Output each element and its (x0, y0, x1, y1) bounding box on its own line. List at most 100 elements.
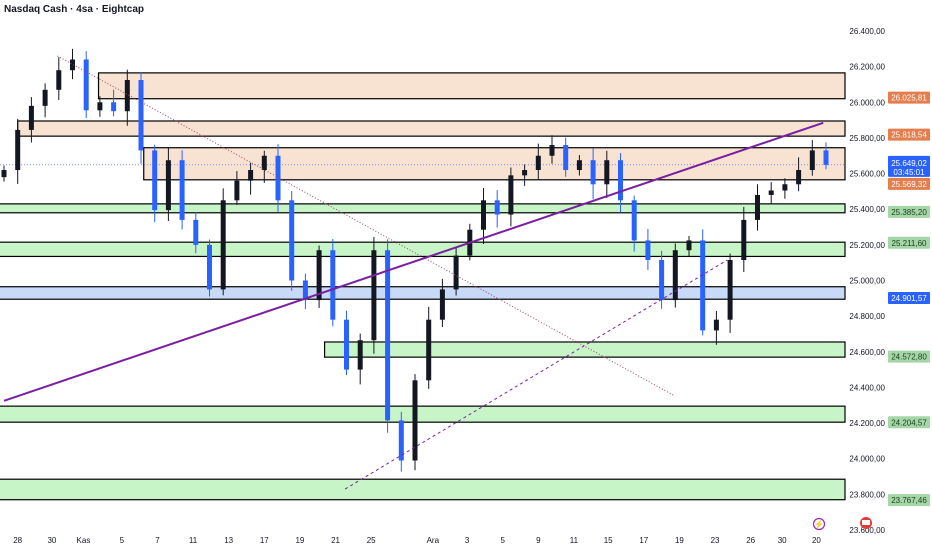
x-tick-label: Ara (427, 536, 440, 545)
x-tick-label: 23 (711, 536, 720, 545)
candle-body (631, 200, 637, 241)
candle-body (28, 105, 34, 130)
candle-body (563, 145, 569, 171)
pivot-zone (0, 286, 846, 300)
candle-body (289, 200, 295, 281)
price-badge (888, 494, 930, 507)
candle-body (645, 240, 651, 261)
candle-body (604, 160, 610, 185)
y-tick-label: 26.000,00 (849, 98, 885, 107)
x-tick-label: 25 (367, 536, 376, 545)
candle-body (549, 145, 555, 156)
price-badge-label: 25.818,54 (891, 131, 927, 140)
y-tick-label: 25.800,00 (849, 134, 885, 143)
candle-body (207, 244, 212, 290)
price-badge-label: 25.211,60 (892, 239, 928, 248)
x-tick-label: 11 (570, 536, 579, 545)
candle-body (796, 170, 802, 185)
candle-body (1, 170, 7, 178)
dashed-trendline[interactable] (344, 259, 728, 490)
dotted-trendline[interactable] (57, 55, 675, 396)
y-tick-label: 24.600,00 (849, 348, 885, 357)
x-tick-label: 21 (331, 536, 340, 545)
candle-body (275, 155, 281, 201)
x-tick-label: 30 (778, 536, 787, 545)
price-badge (888, 155, 930, 177)
price-badge-countdown: 03:45:01 (893, 168, 925, 177)
x-tick-label: 5 (500, 536, 505, 545)
x-tick-label: Kas (77, 536, 91, 545)
candle-body (823, 150, 829, 165)
candle-body (618, 160, 623, 201)
y-tick-label: 24.000,00 (849, 455, 885, 464)
lightning-icon[interactable] (812, 517, 826, 531)
candle-body (124, 80, 130, 112)
x-tick-label: 17 (260, 536, 269, 545)
y-tick-label: 25.400,00 (849, 205, 885, 214)
y-tick-label: 26.400,00 (849, 27, 885, 36)
candle-body (439, 289, 445, 320)
candle-body (56, 70, 62, 90)
y-tick-label: 23.800,00 (849, 490, 885, 499)
y-tick-label: 24.800,00 (849, 312, 885, 321)
y-tick-label: 26.200,00 (849, 63, 885, 72)
candle-body (508, 175, 514, 215)
candle-body (412, 380, 418, 461)
price-badge (888, 91, 930, 104)
candle-body (70, 59, 75, 71)
demand-zone (0, 405, 846, 423)
us-flag-icon-stripe (862, 520, 870, 525)
price-badge (888, 205, 930, 218)
demand-zone (323, 341, 846, 358)
price-badge (888, 236, 930, 249)
y-tick-label: 25.600,00 (849, 170, 885, 179)
candle-body (152, 150, 158, 211)
price-badge (888, 292, 930, 305)
candle-body (371, 250, 377, 341)
candle-body (453, 255, 459, 290)
candle-body (522, 170, 528, 176)
price-badge-label: 24.901,57 (891, 294, 927, 303)
x-tick-label: 28 (13, 536, 22, 545)
candle-body (590, 160, 596, 185)
x-tick-label: 13 (224, 536, 233, 545)
price-badge (888, 350, 930, 363)
x-tick-label: 11 (189, 536, 198, 545)
candle-body (357, 340, 363, 370)
y-tick-label: 24.200,00 (849, 419, 885, 428)
demand-zone (0, 241, 846, 258)
candle-body (385, 250, 391, 421)
price-axis[interactable] (845, 0, 932, 550)
candle-body (316, 250, 322, 301)
candle-body (755, 194, 760, 220)
candle-body (700, 240, 706, 331)
candle-body (83, 59, 89, 111)
demand-zone (0, 203, 846, 214)
candle-body (15, 129, 21, 171)
candle-body (686, 240, 692, 251)
candle-body (659, 260, 665, 301)
y-tick-label: 25.200,00 (849, 241, 885, 250)
candle-body (330, 250, 336, 320)
y-tick-label: 25.000,00 (849, 277, 885, 286)
x-tick-label: 30 (47, 536, 56, 545)
candle-body (302, 280, 308, 301)
candle-body (741, 219, 747, 261)
candle-body (398, 420, 404, 461)
candle-body (535, 155, 541, 171)
candle-body (179, 160, 185, 220)
candle-body (576, 160, 582, 171)
candle-body (97, 102, 103, 111)
price-badge-label: 25.569,32 (891, 180, 927, 189)
x-tick-label: 9 (536, 536, 541, 545)
candle-body (672, 250, 678, 301)
x-tick-label: 19 (675, 536, 684, 545)
y-tick-label: 23.600,00 (849, 526, 885, 535)
candle-body (494, 200, 500, 215)
candle-body (42, 89, 48, 106)
solid-trendline[interactable] (3, 121, 824, 402)
price-badge (888, 416, 930, 429)
candle-body (234, 180, 240, 201)
